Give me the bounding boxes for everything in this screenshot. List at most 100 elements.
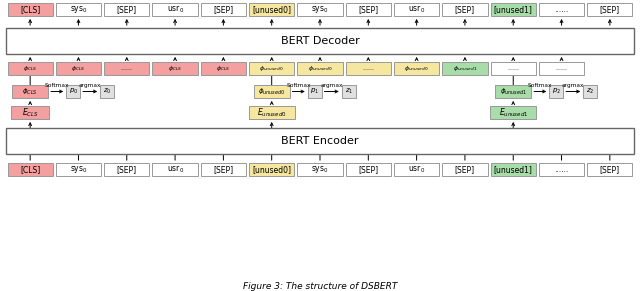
Text: [SEP]: [SEP] (600, 165, 620, 174)
Text: sys$_0$: sys$_0$ (311, 4, 329, 15)
Text: $\phi_{unused0}$: $\phi_{unused0}$ (308, 64, 332, 73)
Text: [CLS]: [CLS] (20, 165, 40, 174)
Text: $\phi_{CLS}$: $\phi_{CLS}$ (168, 64, 182, 73)
Text: [SEP]: [SEP] (455, 165, 475, 174)
FancyBboxPatch shape (491, 3, 536, 16)
Text: $z_1$: $z_1$ (344, 87, 353, 96)
FancyBboxPatch shape (298, 62, 342, 75)
Text: BERT Encoder: BERT Encoder (281, 136, 359, 146)
FancyBboxPatch shape (342, 85, 356, 98)
FancyBboxPatch shape (549, 85, 563, 98)
Text: $\phi_{CLS}$: $\phi_{CLS}$ (23, 64, 37, 73)
Text: BERT Decoder: BERT Decoder (280, 36, 360, 46)
Text: $\phi_{unused0}$: $\phi_{unused0}$ (404, 64, 429, 73)
FancyBboxPatch shape (346, 163, 391, 176)
Text: argmax: argmax (562, 83, 584, 88)
FancyBboxPatch shape (495, 85, 531, 98)
FancyBboxPatch shape (346, 62, 391, 75)
Text: [SEP]: [SEP] (455, 5, 475, 14)
FancyBboxPatch shape (56, 62, 101, 75)
Text: sys$_0$: sys$_0$ (70, 164, 87, 175)
FancyBboxPatch shape (394, 163, 439, 176)
Text: [unused0]: [unused0] (252, 165, 291, 174)
FancyBboxPatch shape (104, 3, 149, 16)
Text: ......: ...... (121, 66, 132, 71)
Text: $\phi_{unused1}$: $\phi_{unused1}$ (500, 86, 527, 97)
Text: ......: ...... (554, 165, 569, 174)
Text: $z_0$: $z_0$ (103, 87, 111, 96)
Text: usr$_0$: usr$_0$ (408, 4, 425, 15)
FancyBboxPatch shape (152, 163, 198, 176)
Text: Figure 3: The structure of DSBERT: Figure 3: The structure of DSBERT (243, 282, 397, 291)
Text: $p_0$: $p_0$ (68, 87, 78, 96)
Text: argmax: argmax (79, 83, 101, 88)
Text: argmax: argmax (321, 83, 343, 88)
FancyBboxPatch shape (539, 163, 584, 176)
FancyBboxPatch shape (100, 85, 114, 98)
FancyBboxPatch shape (587, 3, 632, 16)
Text: $p_2$: $p_2$ (552, 87, 561, 96)
Text: Softmax: Softmax (45, 83, 69, 88)
Text: $z_2$: $z_2$ (586, 87, 595, 96)
FancyBboxPatch shape (201, 3, 246, 16)
Text: [unused1]: [unused1] (494, 165, 532, 174)
FancyBboxPatch shape (442, 62, 488, 75)
FancyBboxPatch shape (298, 163, 342, 176)
Text: ......: ...... (554, 5, 569, 14)
FancyBboxPatch shape (104, 62, 149, 75)
FancyBboxPatch shape (201, 62, 246, 75)
Text: [SEP]: [SEP] (600, 5, 620, 14)
Text: sys$_0$: sys$_0$ (311, 164, 329, 175)
FancyBboxPatch shape (539, 3, 584, 16)
Text: $p_1$: $p_1$ (310, 87, 319, 96)
Text: $\phi_{CLS}$: $\phi_{CLS}$ (71, 64, 86, 73)
Text: usr$_0$: usr$_0$ (408, 164, 425, 175)
FancyBboxPatch shape (8, 3, 53, 16)
FancyBboxPatch shape (394, 62, 439, 75)
FancyBboxPatch shape (11, 106, 49, 119)
FancyBboxPatch shape (587, 163, 632, 176)
FancyBboxPatch shape (491, 163, 536, 176)
FancyBboxPatch shape (56, 163, 101, 176)
Text: ......: ...... (508, 66, 519, 71)
FancyBboxPatch shape (8, 163, 53, 176)
FancyBboxPatch shape (152, 62, 198, 75)
FancyBboxPatch shape (442, 3, 488, 16)
FancyBboxPatch shape (249, 163, 294, 176)
FancyBboxPatch shape (490, 106, 536, 119)
FancyBboxPatch shape (201, 163, 246, 176)
Text: sys$_0$: sys$_0$ (70, 4, 87, 15)
Text: $\phi_{unused0}$: $\phi_{unused0}$ (258, 86, 285, 97)
FancyBboxPatch shape (249, 106, 294, 119)
FancyBboxPatch shape (8, 62, 53, 75)
FancyBboxPatch shape (104, 163, 149, 176)
Text: [SEP]: [SEP] (116, 5, 137, 14)
FancyBboxPatch shape (12, 85, 48, 98)
FancyBboxPatch shape (346, 3, 391, 16)
Text: [SEP]: [SEP] (213, 5, 234, 14)
Text: $\phi_{CLS}$: $\phi_{CLS}$ (216, 64, 230, 73)
FancyBboxPatch shape (308, 85, 322, 98)
FancyBboxPatch shape (583, 85, 597, 98)
FancyBboxPatch shape (249, 3, 294, 16)
Text: [SEP]: [SEP] (358, 5, 378, 14)
Text: [SEP]: [SEP] (213, 165, 234, 174)
FancyBboxPatch shape (491, 62, 536, 75)
FancyBboxPatch shape (6, 28, 634, 54)
FancyBboxPatch shape (298, 3, 342, 16)
Text: $E_{CLS}$: $E_{CLS}$ (22, 106, 38, 119)
FancyBboxPatch shape (394, 3, 439, 16)
Text: [unused0]: [unused0] (252, 5, 291, 14)
Text: [SEP]: [SEP] (358, 165, 378, 174)
Text: $E_{unused1}$: $E_{unused1}$ (499, 106, 528, 119)
Text: $E_{unused0}$: $E_{unused0}$ (257, 106, 287, 119)
Text: [CLS]: [CLS] (20, 5, 40, 14)
Text: usr$_0$: usr$_0$ (166, 164, 184, 175)
FancyBboxPatch shape (6, 128, 634, 154)
FancyBboxPatch shape (539, 62, 584, 75)
Text: usr$_0$: usr$_0$ (166, 4, 184, 15)
Text: [SEP]: [SEP] (116, 165, 137, 174)
FancyBboxPatch shape (249, 62, 294, 75)
Text: $\phi_{CLS}$: $\phi_{CLS}$ (22, 86, 38, 97)
Text: $\phi_{unused1}$: $\phi_{unused1}$ (452, 64, 477, 73)
